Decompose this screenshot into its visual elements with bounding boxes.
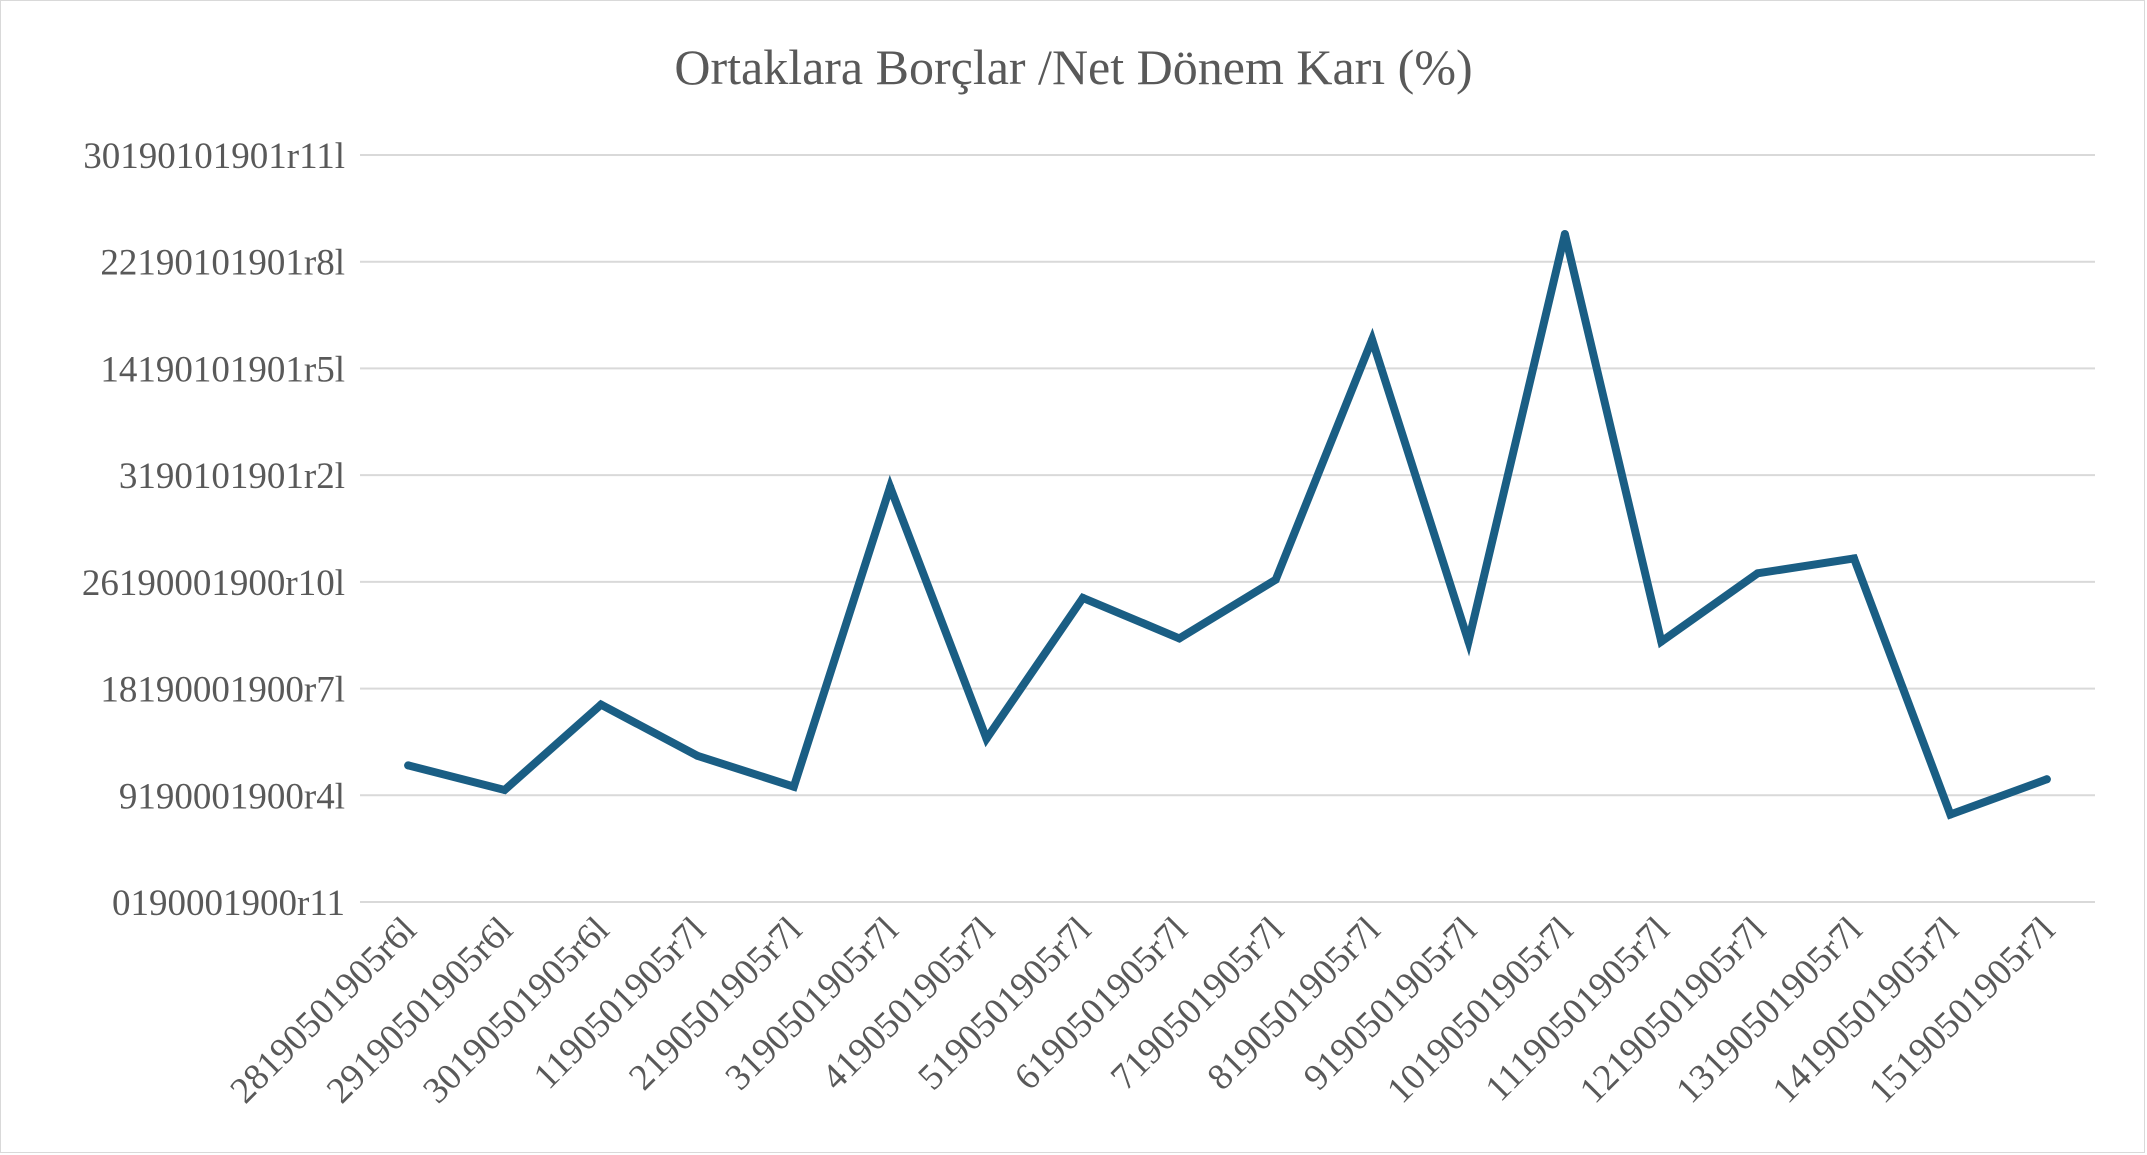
data-point — [982, 734, 991, 743]
data-point — [1753, 569, 1762, 578]
data-point — [1560, 229, 1569, 238]
data-point — [596, 700, 605, 709]
data-point — [404, 761, 413, 770]
y-tick-label: 14190101901r5l — [100, 349, 345, 390]
y-tick-label: 18190001900r7l — [100, 670, 345, 711]
data-point — [1271, 575, 1280, 584]
y-tick-label: 3190101901r2l — [119, 456, 345, 497]
y-tick-label: 30190101901r11l — [83, 136, 345, 177]
y-tick-label: 22190101901r8l — [100, 243, 345, 284]
gridlines — [360, 154, 2095, 903]
data-point — [500, 785, 509, 794]
data-point — [1850, 554, 1859, 563]
series-line — [404, 233, 2051, 820]
data-point — [1175, 634, 1184, 643]
y-axis-tick-labels: 0190001900r11 9190001900r4l 18190001900r7l… — [82, 136, 345, 924]
data-point — [1078, 593, 1087, 602]
data-point — [2042, 775, 2051, 784]
series-layer — [404, 229, 2051, 820]
data-point — [886, 482, 895, 491]
data-point — [1657, 637, 1666, 646]
data-point — [1368, 335, 1377, 344]
y-tick-label: 0190001900r11 — [112, 883, 345, 924]
y-tick-label: 26190001900r10l — [82, 563, 345, 604]
x-axis-tick-labels: 28190501905r6l29190501905r6l30190501905r… — [223, 909, 2064, 1111]
data-point — [1946, 810, 1955, 819]
data-point — [789, 782, 798, 791]
x-tick-label: 1190501905r7l — [526, 909, 714, 1097]
data-point — [693, 751, 702, 760]
data-point — [1464, 637, 1473, 646]
y-tick-label: 9190001900r4l — [119, 776, 345, 817]
chart-title: Ortaklara Borçlar /Net Dönem Karı (%) — [674, 39, 1473, 95]
